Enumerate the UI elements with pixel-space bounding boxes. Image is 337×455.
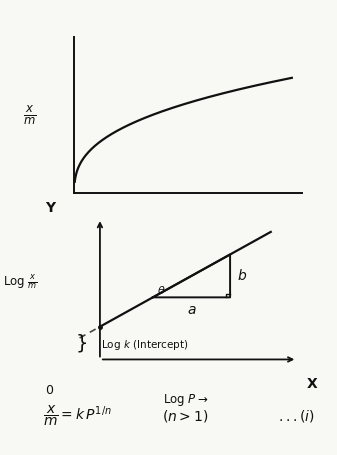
Text: Log $k$ (Intercept): Log $k$ (Intercept) xyxy=(101,338,188,352)
Text: $\theta$: $\theta$ xyxy=(157,284,166,296)
Text: $b$: $b$ xyxy=(237,268,248,283)
Text: $a$: $a$ xyxy=(187,303,196,317)
Text: $\mathbf{Y}$: $\mathbf{Y}$ xyxy=(45,202,57,216)
Text: $\dfrac{x}{m} = k\,P^{1/n}$: $\dfrac{x}{m} = k\,P^{1/n}$ xyxy=(43,404,112,429)
Text: $(n > 1)$: $(n > 1)$ xyxy=(162,408,209,425)
Text: }: } xyxy=(75,334,88,353)
Text: $...(i)$: $...(i)$ xyxy=(278,408,315,425)
Text: Log $\frac{x}{m}$: Log $\frac{x}{m}$ xyxy=(3,274,38,292)
Text: $\mathbf{X}$: $\mathbf{X}$ xyxy=(306,377,318,391)
Text: $\frac{x}{m}$: $\frac{x}{m}$ xyxy=(23,103,36,126)
Text: $0$: $0$ xyxy=(45,384,55,397)
Text: Log $P\rightarrow$: Log $P\rightarrow$ xyxy=(162,392,208,409)
Text: $P$: $P$ xyxy=(179,223,191,241)
